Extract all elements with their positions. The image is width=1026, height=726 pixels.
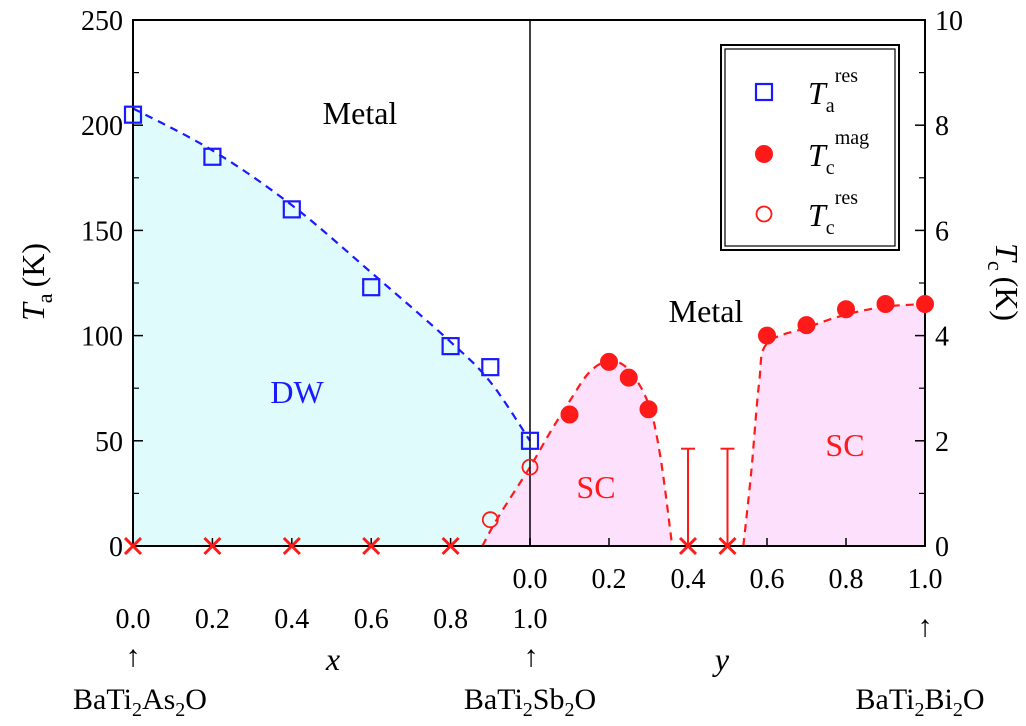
y-axis-tick-label: 0.8 (829, 564, 864, 595)
region-label-metal-left: Metal (323, 95, 398, 131)
cross-stroke (441, 536, 460, 556)
cross-stroke (362, 536, 381, 556)
data-point-ta-res (520, 431, 540, 450)
x-axis-tick-label: 0.2 (195, 604, 230, 635)
right-axis-label: Tc(K) (983, 243, 1025, 321)
dw-boundary-curve (132, 107, 531, 442)
arrow-icon-right: ↑ (918, 610, 933, 643)
data-point-ta-res (282, 200, 301, 219)
legend-entry-tc-res: Tcres (808, 187, 858, 239)
y-axis-tick-label: 1.0 (908, 564, 943, 595)
arrow-icon-middle: ↑ (524, 640, 539, 673)
data-point-tc-mag (797, 316, 816, 335)
data-point-tc-mag (639, 400, 658, 419)
y-axis-tick-label: 0.2 (592, 564, 627, 595)
left-axis-tick-label: 250 (81, 6, 123, 37)
left-axis-tick-label: 150 (81, 216, 123, 247)
y-axis-tick-label: 0.4 (671, 564, 706, 595)
data-point-no-transition (678, 536, 698, 556)
legend-entry-tc-mag: Tcmag (808, 127, 869, 179)
dw-region-fill (133, 108, 530, 547)
legend-marker-open-square (754, 82, 774, 102)
x-axis-tick-label: 0.8 (433, 604, 468, 635)
right-axis-tick-label: 4 (935, 322, 949, 353)
data-point-no-transition (123, 536, 143, 556)
cross-stroke (718, 536, 737, 556)
data-point-ta-res (203, 147, 222, 166)
right-axis-tick-label: 6 (935, 216, 949, 247)
data-point-tc-res (521, 458, 539, 476)
right-axis-tick-label: 8 (935, 111, 949, 142)
legend-entry-ta-res: Tares (808, 65, 858, 117)
data-point-tc-mag (876, 295, 895, 314)
left-axis-tick-label: 200 (81, 111, 123, 142)
legend: Tares Tcmag Tcres (720, 44, 900, 251)
data-point-ta-res (123, 105, 143, 124)
compound-label-right: BaTi2Bi2O (856, 683, 985, 721)
data-markers (123, 105, 934, 556)
data-point-no-transition (362, 536, 381, 556)
region-label-dw: DW (270, 374, 324, 410)
legend-marker-open-circle (755, 205, 773, 223)
region-label-sc-right: SC (825, 427, 864, 463)
data-point-tc-res (481, 511, 499, 529)
y-axis-tick-label: 0.0 (513, 564, 548, 595)
sc-boundary-curve-left (481, 359, 674, 547)
cross-stroke (282, 536, 301, 556)
y-axis-tick-label: 0.6 (750, 564, 785, 595)
axis-ticks: 0 50 100 150 200 250 0 2 4 6 8 10 0.0 0.2 0.4 0.6 0.8 1.0… (81, 6, 963, 635)
left-axis-tick-label: 100 (81, 322, 123, 353)
right-axis-tick-label: 10 (935, 6, 963, 37)
legend-marker-filled-circle (755, 145, 773, 163)
left-axis-tick-label: 50 (95, 427, 123, 458)
data-point-no-transition (441, 536, 460, 556)
data-point-tc-mag (560, 405, 579, 424)
legend-markers (754, 82, 774, 223)
right-axis-tick-label: 2 (935, 427, 949, 458)
data-point-tc-mag (619, 368, 638, 387)
data-point-no-transition (718, 536, 737, 556)
sc-region-fill-right (743, 304, 925, 546)
cross-stroke (203, 536, 222, 556)
x-axis-tick-label: 0.0 (116, 604, 151, 635)
right-axis-tick-label: 0 (935, 532, 949, 563)
left-axis-tick-label: 0 (109, 532, 123, 563)
x-axis-tick-label: 0.6 (354, 604, 389, 635)
data-point-no-transition (282, 536, 301, 556)
data-point-ta-res (362, 278, 381, 297)
legend-box-outer (720, 44, 900, 251)
x-axis-tick-label: 1.0 (513, 604, 548, 635)
region-label-metal-right: Metal (669, 293, 744, 329)
cross-stroke (678, 536, 698, 556)
arrow-icon-left: ↑ (126, 640, 141, 673)
y-variable-label: y (712, 641, 730, 677)
data-point-tc-mag (758, 326, 776, 345)
legend-box-inner (724, 48, 896, 247)
cross-stroke (123, 536, 143, 556)
data-point-ta-res (481, 358, 500, 377)
region-label-sc-left: SC (576, 469, 615, 505)
x-variable-label: x (325, 641, 340, 677)
data-point-ta-res (441, 337, 460, 356)
data-point-no-transition (203, 536, 222, 556)
left-axis-label: Ta(K) (15, 243, 57, 321)
data-point-tc-mag (600, 352, 618, 371)
compound-label-left: BaTi2As2O (73, 683, 207, 721)
data-point-tc-mag (916, 295, 934, 314)
compound-label-middle: BaTi2Sb2O (464, 683, 596, 721)
data-point-tc-mag (837, 300, 855, 319)
x-axis-tick-label: 0.4 (274, 604, 309, 635)
